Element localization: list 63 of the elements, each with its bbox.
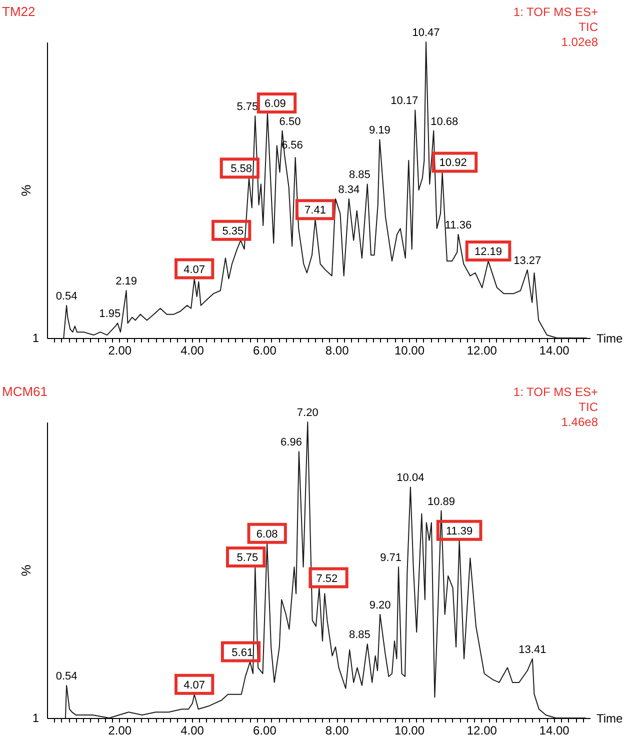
annotation: 5.75: [236, 552, 258, 564]
chart-title: MCM61: [2, 384, 48, 399]
annotation: 7.20: [296, 407, 318, 419]
x-tick-label: 12.00: [466, 344, 498, 358]
annotation: 9.20: [369, 599, 391, 612]
annotation: 13.27: [514, 254, 542, 267]
annotation: 1.02e8: [561, 35, 598, 49]
x-tick-label: 14.00: [539, 344, 570, 358]
x-tick-label: 14.00: [539, 724, 570, 738]
annotation: 6.09: [264, 98, 286, 110]
text: 1: [32, 711, 40, 725]
annotation: 5.58: [230, 163, 252, 176]
annotation: 4.07: [184, 679, 206, 692]
chart-title: TM22: [2, 4, 36, 19]
x-axis-title: Time: [596, 332, 624, 346]
annotation: 13.41: [518, 644, 546, 656]
x-tick-label: 12.00: [466, 724, 498, 738]
annotation: 10.92: [439, 157, 467, 170]
annotation: 1.95: [99, 308, 121, 320]
annotation: 8.85: [348, 169, 370, 182]
annotation: 2.19: [116, 276, 137, 288]
x-tick-label: 2.00: [108, 724, 132, 738]
annotation: 11.39: [446, 525, 473, 538]
x-tick-label: 6.00: [253, 344, 277, 358]
annotation: 10.68: [430, 116, 458, 128]
annotation: 10.17: [390, 95, 418, 108]
x-tick-label: 4.00: [180, 724, 204, 738]
annotation: 7.41: [304, 204, 326, 217]
annotation: 9.19: [368, 124, 390, 137]
annotation: 8.34: [338, 184, 360, 196]
text: 1: TOF MS ES+: [513, 385, 598, 399]
annotation: 12.19: [474, 246, 502, 258]
annotation: 8.85: [348, 629, 370, 641]
text: 1: TOF MS ES+: [513, 5, 598, 19]
annotation: 5.35: [222, 225, 244, 238]
annotation: 5.75: [236, 101, 258, 113]
x-axis-title: Time: [596, 712, 624, 726]
x-tick-label: 4.00: [180, 344, 204, 358]
x-tick-label: 6.00: [253, 724, 277, 738]
text: 1: [32, 331, 40, 345]
annotation: 0.54: [56, 290, 78, 302]
annotation: 4.07: [184, 264, 206, 276]
annotation: 6.08: [256, 528, 278, 540]
y-axis-title: %: [18, 184, 34, 196]
annotation: 11.36: [444, 219, 472, 232]
x-tick-label: 10.00: [394, 344, 425, 358]
x-tick-label: 10.00: [394, 724, 425, 738]
annotation: 9.71: [380, 552, 402, 564]
x-tick-label: 8.00: [325, 724, 350, 738]
annotation: 7.52: [316, 572, 338, 585]
annotation: 10.47: [412, 27, 440, 39]
x-tick-label: 2.00: [108, 344, 132, 358]
annotation: 10.89: [427, 496, 455, 508]
annotation: 6.96: [280, 436, 302, 449]
text: TIC: [578, 20, 598, 34]
annotation: 5.61: [232, 646, 254, 659]
y-axis-title: %: [18, 564, 34, 576]
annotation: 10.04: [396, 472, 424, 484]
annotation: 0.54: [56, 670, 78, 682]
annotation: 1.46e8: [561, 415, 598, 429]
text: TIC: [578, 400, 598, 414]
x-tick-label: 8.00: [325, 344, 350, 358]
annotation: 6.50: [279, 116, 301, 128]
